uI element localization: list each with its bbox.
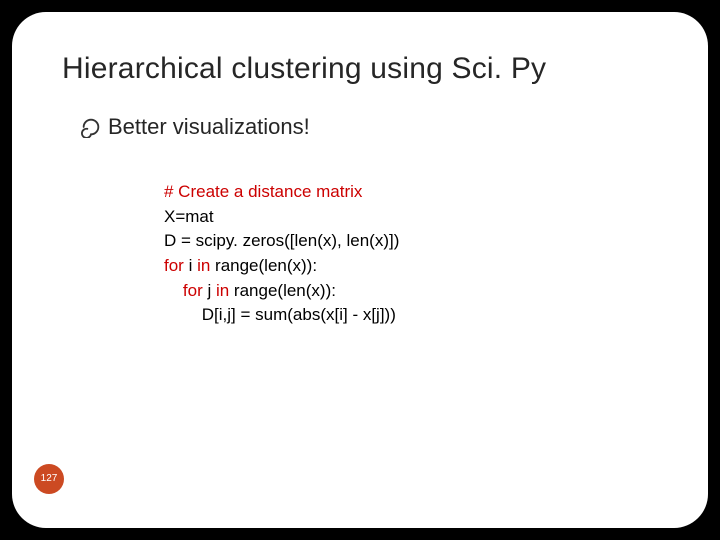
code-line-2: X=mat [164, 205, 658, 230]
slide-card: Hierarchical clustering using Sci. Py Be… [12, 12, 708, 528]
bullet-text: Better visualizations! [108, 114, 310, 140]
code-block: # Create a distance matrix X=mat D = sci… [164, 180, 658, 328]
code-comment: # Create a distance matrix [164, 182, 362, 201]
code-line-5: for j in range(len(x)): [164, 279, 658, 304]
page-number: 127 [41, 474, 58, 484]
code-line-4: for i in range(len(x)): [164, 254, 658, 279]
bullet-row: Better visualizations! [80, 114, 658, 140]
slide-title: Hierarchical clustering using Sci. Py [62, 52, 658, 86]
code-line-6: D[i,j] = sum(abs(x[i] - x[j])) [164, 303, 658, 328]
code-line-3: D = scipy. zeros([len(x), len(x)]) [164, 229, 658, 254]
page-number-badge: 127 [34, 464, 64, 494]
swirl-bullet-icon [80, 116, 102, 138]
